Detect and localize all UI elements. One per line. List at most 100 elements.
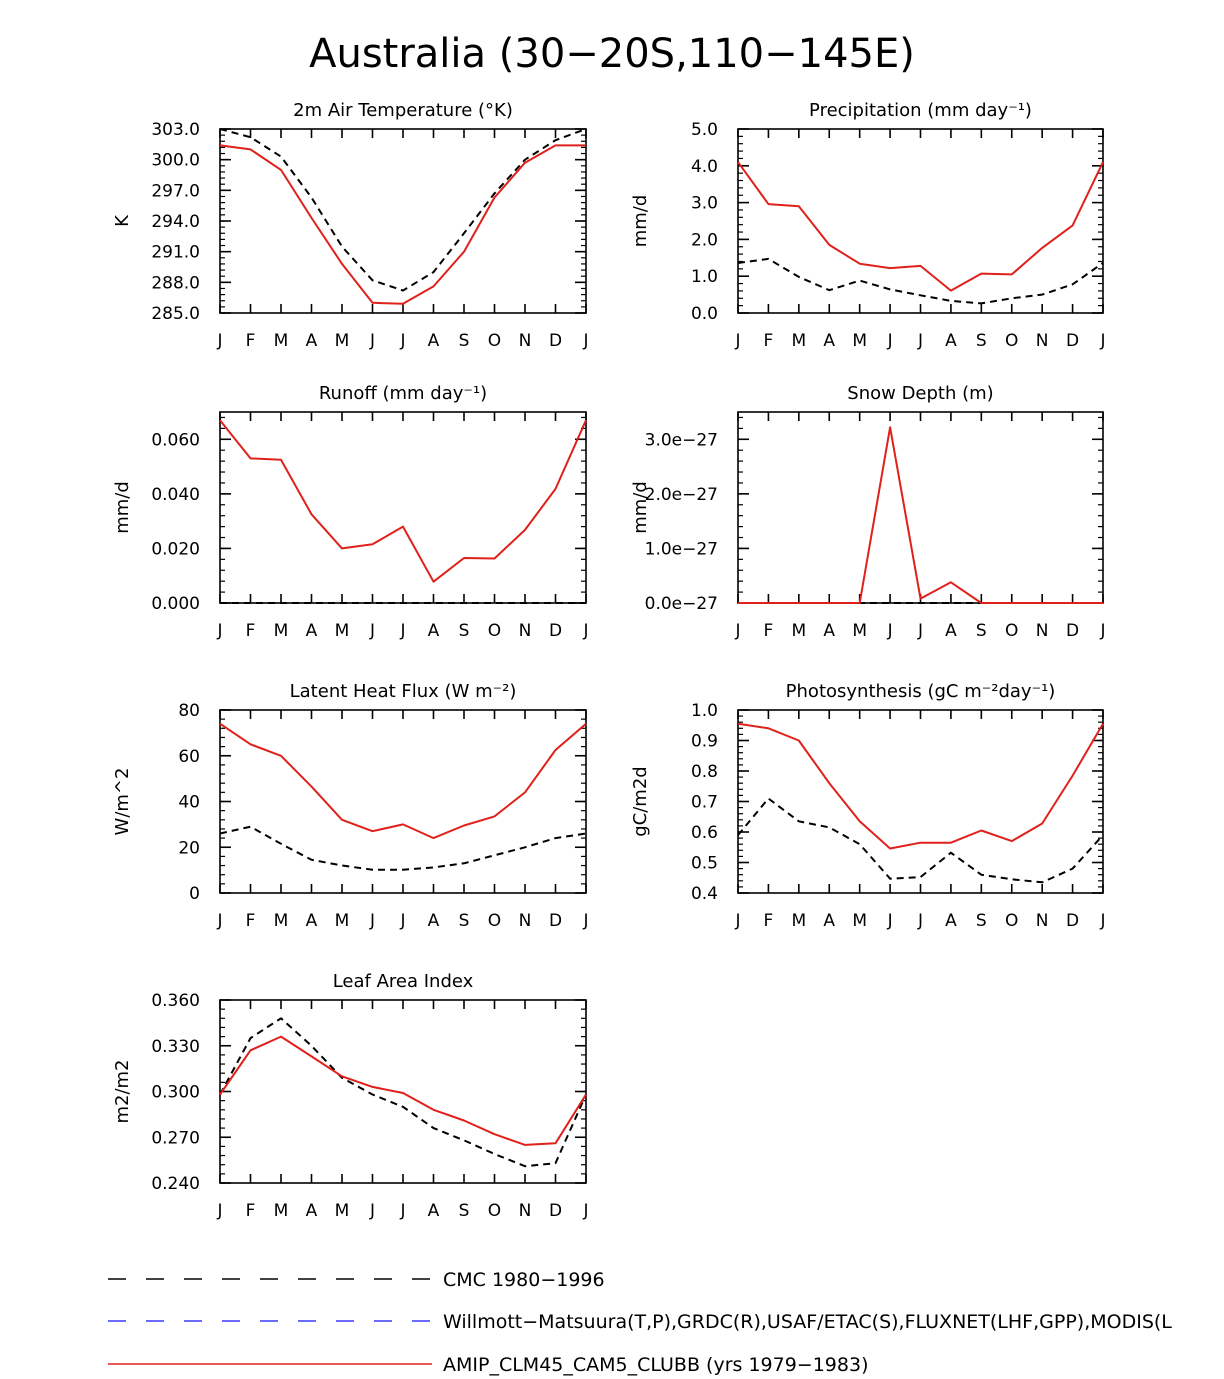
x-tick-label: O bbox=[488, 1201, 501, 1221]
series-line-model bbox=[219, 419, 587, 583]
x-tick-label: A bbox=[945, 331, 957, 351]
x-tick-label: N bbox=[1036, 331, 1049, 351]
series-line-cmc bbox=[219, 128, 587, 292]
legend-label-cmc: CMC 1980−1996 bbox=[443, 1269, 605, 1291]
x-tick-label: S bbox=[976, 331, 987, 351]
x-tick-label: O bbox=[1005, 331, 1018, 351]
x-tick-label: S bbox=[976, 621, 987, 641]
x-tick-label: N bbox=[1036, 911, 1049, 931]
y-tick-label: 294.0 bbox=[151, 212, 200, 232]
y-tick-label: 1.0 bbox=[691, 701, 718, 721]
series-line-model bbox=[219, 144, 586, 305]
y-tick-label: 5.0 bbox=[691, 120, 718, 140]
series-line-model bbox=[738, 426, 1103, 604]
series-line-cmc bbox=[737, 797, 1104, 884]
x-tick-label: S bbox=[459, 911, 470, 931]
x-tick-label: J bbox=[399, 911, 405, 931]
chart-panel-1: 2m Air Temperature (°K)J F M A M J J A S O N D J285.… bbox=[112, 100, 589, 351]
x-tick-label: D bbox=[549, 911, 562, 931]
x-tick-label: J bbox=[917, 331, 923, 351]
x-tick-label: S bbox=[976, 911, 987, 931]
y-tick-label: 0.0e−27 bbox=[645, 594, 718, 614]
x-tick-label: M bbox=[274, 621, 289, 641]
x-tick-label: M bbox=[335, 331, 350, 351]
chart-panel-4: Snow Depth (m)J F M A M J J A S O N D J0.0e−271.0e−2… bbox=[630, 383, 1106, 641]
y-axis-label: mm/d bbox=[630, 195, 651, 248]
y-tick-label: 1.0 bbox=[691, 267, 718, 287]
y-tick-label: 303.0 bbox=[151, 120, 200, 140]
x-tick-label: J bbox=[216, 331, 222, 351]
y-tick-label: 285.0 bbox=[151, 304, 200, 324]
x-tick-label: J bbox=[917, 911, 923, 931]
x-tick-label: M bbox=[274, 331, 289, 351]
x-tick-label: D bbox=[1066, 331, 1079, 351]
x-tick-label: A bbox=[823, 911, 835, 931]
x-tick-label: A bbox=[428, 331, 440, 351]
x-tick-label: J bbox=[582, 621, 588, 641]
plot-frame bbox=[219, 411, 587, 604]
x-tick-label: J bbox=[887, 331, 893, 351]
y-tick-label: 0.300 bbox=[151, 1083, 200, 1103]
plot-frame bbox=[219, 709, 587, 894]
x-tick-label: M bbox=[274, 911, 289, 931]
x-tick-label: O bbox=[1005, 911, 1018, 931]
y-tick-label: 20 bbox=[178, 838, 200, 858]
x-tick-label: J bbox=[582, 911, 588, 931]
y-tick-label: 0.330 bbox=[151, 1037, 200, 1057]
x-tick-label: J bbox=[734, 911, 740, 931]
x-tick-label: D bbox=[549, 621, 562, 641]
y-axis-label: mm/d bbox=[112, 481, 133, 534]
y-tick-label: 0.7 bbox=[691, 793, 718, 813]
legend: CMC 1980−1996 Willmott−Matsuura(T,P),GRDC… bbox=[108, 1269, 1172, 1376]
x-tick-label: F bbox=[764, 331, 774, 351]
plot-frame bbox=[737, 411, 1104, 604]
chart-title: Precipitation (mm day⁻¹) bbox=[809, 100, 1032, 121]
x-tick-label: J bbox=[369, 911, 375, 931]
x-tick-label: J bbox=[734, 621, 740, 641]
x-tick-label: D bbox=[549, 1201, 562, 1221]
x-tick-label: M bbox=[274, 1201, 289, 1221]
x-tick-label: O bbox=[488, 621, 501, 641]
y-tick-label: 60 bbox=[178, 747, 200, 767]
y-axis-label: W/m^2 bbox=[112, 768, 133, 836]
x-tick-label: F bbox=[246, 331, 256, 351]
y-tick-label: 4.0 bbox=[691, 157, 718, 177]
x-tick-label: J bbox=[399, 1201, 405, 1221]
y-tick-label: 2.0e−27 bbox=[645, 485, 718, 505]
y-tick-label: 297.0 bbox=[151, 181, 200, 201]
x-tick-label: M bbox=[791, 331, 806, 351]
x-tick-label: M bbox=[335, 621, 350, 641]
series-line-model bbox=[737, 722, 1104, 850]
x-tick-label: J bbox=[1099, 911, 1105, 931]
x-tick-label: A bbox=[306, 1201, 318, 1221]
x-tick-label: S bbox=[459, 1201, 470, 1221]
x-tick-label: A bbox=[823, 331, 835, 351]
y-tick-label: 0.000 bbox=[151, 594, 200, 614]
y-tick-label: 0.240 bbox=[151, 1174, 200, 1194]
plot-frame bbox=[219, 999, 587, 1184]
x-tick-label: M bbox=[852, 911, 867, 931]
y-tick-label: 0.0 bbox=[691, 304, 718, 324]
y-tick-label: 300.0 bbox=[151, 151, 200, 171]
y-axis-label: K bbox=[112, 214, 133, 227]
y-tick-label: 0.6 bbox=[691, 823, 718, 843]
x-tick-label: F bbox=[246, 1201, 256, 1221]
chart-panel-6: Photosynthesis (gC m⁻²day⁻¹)J F M A M J J A S O N D… bbox=[630, 681, 1106, 931]
y-tick-label: 0.040 bbox=[151, 485, 200, 505]
y-axis-label: mm/d bbox=[630, 481, 651, 534]
x-tick-label: M bbox=[335, 1201, 350, 1221]
x-tick-label: N bbox=[519, 621, 532, 641]
y-axis-label: gC/m2d bbox=[630, 766, 651, 836]
x-tick-label: J bbox=[216, 621, 222, 641]
x-tick-label: S bbox=[459, 621, 470, 641]
x-tick-label: N bbox=[519, 1201, 532, 1221]
x-tick-label: A bbox=[306, 621, 318, 641]
x-tick-label: A bbox=[945, 911, 957, 931]
panels: 2m Air Temperature (°K)J F M A M J J A S O N D J285.… bbox=[112, 100, 1106, 1221]
chart-title: 2m Air Temperature (°K) bbox=[293, 100, 513, 121]
x-tick-label: S bbox=[459, 331, 470, 351]
x-tick-label: J bbox=[369, 331, 375, 351]
x-tick-label: O bbox=[488, 911, 501, 931]
series-line-cmc bbox=[219, 825, 587, 871]
chart-panel-3: Runoff (mm day⁻¹)J F M A M J J A S O N D J0.0000.020… bbox=[112, 383, 589, 641]
